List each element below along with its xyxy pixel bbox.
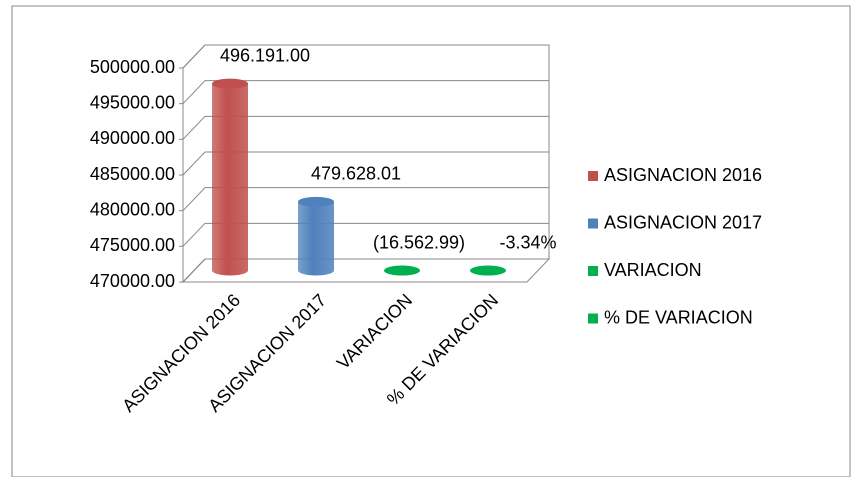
bar (298, 201, 334, 276)
value-label: -3.34% (499, 232, 556, 252)
y-tick-label: 495000.00 (90, 92, 175, 112)
y-tick-label: 470000.00 (90, 271, 175, 291)
grid-line (182, 80, 549, 105)
bar (212, 83, 248, 276)
bar-top (470, 265, 506, 276)
y-tick-label: 475000.00 (90, 235, 175, 255)
bar-top (298, 196, 334, 207)
grid-line (182, 44, 549, 69)
grid-line (182, 222, 549, 247)
chart-border (11, 5, 851, 477)
legend-label: ASIGNACION 2016 (604, 165, 762, 185)
y-tick-label: 500000.00 (90, 57, 175, 77)
grid-line (182, 187, 549, 212)
legend-swatch (588, 218, 598, 229)
bar-top (212, 78, 248, 89)
legend-swatch (588, 266, 598, 276)
y-tick-label: 490000.00 (90, 128, 175, 148)
x-tick-label: VARIACION (333, 290, 416, 373)
grid-line (182, 151, 549, 176)
bar-top (384, 265, 420, 276)
grid-line (182, 115, 549, 140)
y-tick-label: 485000.00 (90, 164, 175, 184)
grid-line (182, 258, 549, 283)
value-label: 496.191.00 (220, 45, 310, 65)
legend-label: ASIGNACION 2017 (604, 212, 762, 232)
value-label: (16.562.99) (373, 232, 465, 252)
legend-label: % DE VARIACION (604, 307, 753, 327)
value-label: 479.628.01 (311, 164, 401, 184)
legend-swatch (588, 313, 598, 324)
y-tick-label: 480000.00 (90, 199, 175, 219)
legend-label: VARIACION (604, 260, 702, 280)
legend-swatch (588, 171, 598, 181)
